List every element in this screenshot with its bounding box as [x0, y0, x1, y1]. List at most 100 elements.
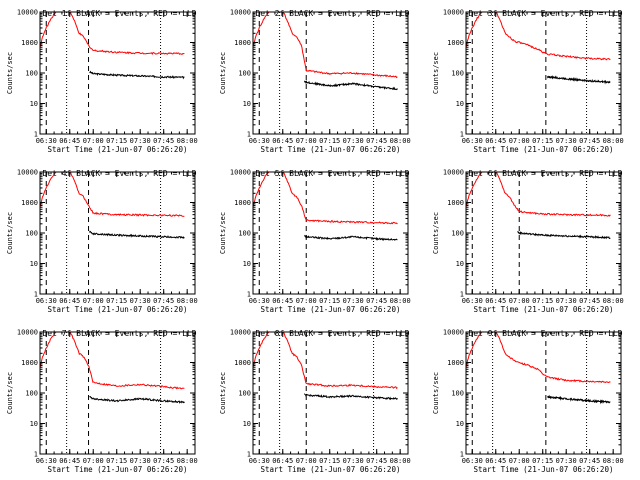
y-tick-label: 10	[243, 420, 251, 428]
x-tick-label: 07:30	[130, 457, 151, 465]
y-tick-label: 1	[34, 131, 38, 139]
x-tick-label: 07:15	[532, 297, 553, 305]
y-tick-label: 100	[451, 230, 464, 238]
y-tick-label: 1000	[234, 359, 251, 367]
panel-title: Det 6f BLACK = Events, RED = LLD	[468, 169, 622, 178]
x-axis-label: Start Time (21-Jun-07 06:26:20)	[48, 465, 188, 474]
x-tick-label: 07:15	[106, 457, 127, 465]
panel-det-7f: 1 10 100 1000 10000 06:30 06:45 07:00 07:15 07:30…	[6, 329, 198, 475]
x-axis-label: Start Time (21-Jun-07 06:26:20)	[48, 145, 188, 154]
plot-frame	[39, 171, 196, 295]
x-tick-label: 07:45	[366, 297, 387, 305]
y-tick-label: 100	[451, 70, 464, 78]
x-tick-label: 08:00	[603, 457, 624, 465]
x-tick-label: 06:45	[272, 137, 293, 145]
x-tick-label: 07:15	[319, 137, 340, 145]
y-tick-label: 1	[34, 291, 38, 299]
y-tick-label: 1	[460, 451, 464, 459]
series-lld	[39, 171, 185, 217]
x-tick-label: 06:45	[59, 137, 80, 145]
x-tick-label: 07:45	[153, 297, 174, 305]
series-events	[89, 230, 185, 239]
plot-frame	[252, 331, 409, 455]
y-tick-label: 10000	[230, 9, 251, 17]
y-tick-label: 1	[460, 131, 464, 139]
panel-det-6f: 1 10 100 1000 10000 06:30 06:45 07:00 07:15 07:30…	[432, 169, 624, 315]
x-tick-label: 08:00	[177, 297, 198, 305]
y-tick-label: 1000	[447, 39, 464, 47]
y-tick-label: 10	[456, 420, 464, 428]
x-tick-label: 06:45	[272, 297, 293, 305]
y-tick-label: 10	[30, 420, 38, 428]
y-tick-label: 10000	[17, 169, 38, 177]
y-tick-label: 1	[247, 291, 251, 299]
series-events	[303, 234, 398, 241]
x-tick-label: 07:00	[83, 137, 104, 145]
x-tick-label: 07:15	[106, 137, 127, 145]
x-tick-label: 08:00	[390, 297, 411, 305]
y-tick-label: 10	[30, 100, 38, 108]
panel-title: Det 9f BLACK = Events, RED = LLD	[468, 329, 622, 338]
panel-title: Det 5f BLACK = Events, RED = LLD	[255, 169, 409, 178]
series-lld	[252, 11, 398, 79]
series-lld	[39, 331, 185, 390]
x-tick-label: 06:45	[485, 297, 506, 305]
series-lld	[252, 171, 398, 225]
series-events	[303, 80, 398, 91]
y-tick-label: 1000	[234, 39, 251, 47]
x-tick-label: 07:45	[153, 137, 174, 145]
x-tick-label: 07:45	[366, 137, 387, 145]
x-axis-label: Start Time (21-Jun-07 06:26:20)	[474, 465, 614, 474]
x-axis-label: Start Time (21-Jun-07 06:26:20)	[261, 145, 401, 154]
x-tick-label: 06:45	[272, 457, 293, 465]
series-lld	[465, 331, 611, 384]
x-tick-label: 06:30	[36, 137, 57, 145]
y-axis-label: Counts/sec	[432, 372, 440, 414]
panel-det-1f: 1 10 100 1000 10000 06:30 06:45 07:00 07:15 07:30…	[6, 9, 198, 155]
x-axis-label: Start Time (21-Jun-07 06:26:20)	[261, 305, 401, 314]
y-tick-label: 1	[34, 451, 38, 459]
series-events	[517, 230, 611, 240]
panel-det-8f: 1 10 100 1000 10000 06:30 06:45 07:00 07:15 07:30…	[219, 329, 411, 475]
series-lld	[465, 171, 611, 217]
y-tick-label: 10	[243, 100, 251, 108]
panel-det-4f: 1 10 100 1000 10000 06:30 06:45 07:00 07:15 07:30…	[6, 169, 198, 315]
y-tick-label: 10	[456, 100, 464, 108]
x-tick-label: 06:30	[249, 137, 270, 145]
y-axis-label: Counts/sec	[6, 372, 14, 414]
x-tick-label: 07:15	[319, 457, 340, 465]
x-tick-label: 07:15	[532, 137, 553, 145]
x-tick-label: 07:45	[579, 297, 600, 305]
x-tick-label: 06:30	[462, 297, 483, 305]
y-tick-label: 10000	[443, 9, 464, 17]
y-tick-label: 10000	[443, 329, 464, 337]
series-lld	[252, 331, 398, 390]
y-tick-label: 1	[247, 451, 251, 459]
x-tick-label: 06:30	[462, 137, 483, 145]
x-tick-label: 06:45	[59, 457, 80, 465]
y-tick-label: 100	[25, 390, 38, 398]
x-tick-label: 07:00	[296, 297, 317, 305]
panel-title: Det 8f BLACK = Events, RED = LLD	[255, 329, 409, 338]
plot-frame	[252, 11, 409, 135]
panel-det-9f: 1 10 100 1000 10000 06:30 06:45 07:00 07:15 07:30…	[432, 329, 624, 475]
x-tick-label: 06:30	[36, 297, 57, 305]
y-axis-label: Counts/sec	[432, 212, 440, 254]
x-tick-label: 08:00	[603, 297, 624, 305]
x-tick-label: 07:30	[343, 297, 364, 305]
y-tick-label: 100	[451, 390, 464, 398]
x-tick-label: 07:00	[509, 137, 530, 145]
plot-frame	[252, 171, 409, 295]
panel-title: Det 1f BLACK = Events, RED = LLD	[42, 9, 196, 18]
y-tick-label: 1000	[21, 39, 38, 47]
panel-det-3f: 1 10 100 1000 10000 06:30 06:45 07:00 07:15 07:30…	[432, 9, 624, 155]
y-tick-label: 10	[456, 260, 464, 268]
x-tick-label: 07:00	[83, 457, 104, 465]
plot-frame	[465, 11, 622, 135]
x-tick-label: 07:45	[366, 457, 387, 465]
y-axis-label: Counts/sec	[219, 52, 227, 94]
x-axis-label: Start Time (21-Jun-07 06:26:20)	[261, 465, 401, 474]
x-axis-label: Start Time (21-Jun-07 06:26:20)	[474, 145, 614, 154]
x-tick-label: 07:30	[556, 457, 577, 465]
y-tick-label: 100	[238, 70, 251, 78]
